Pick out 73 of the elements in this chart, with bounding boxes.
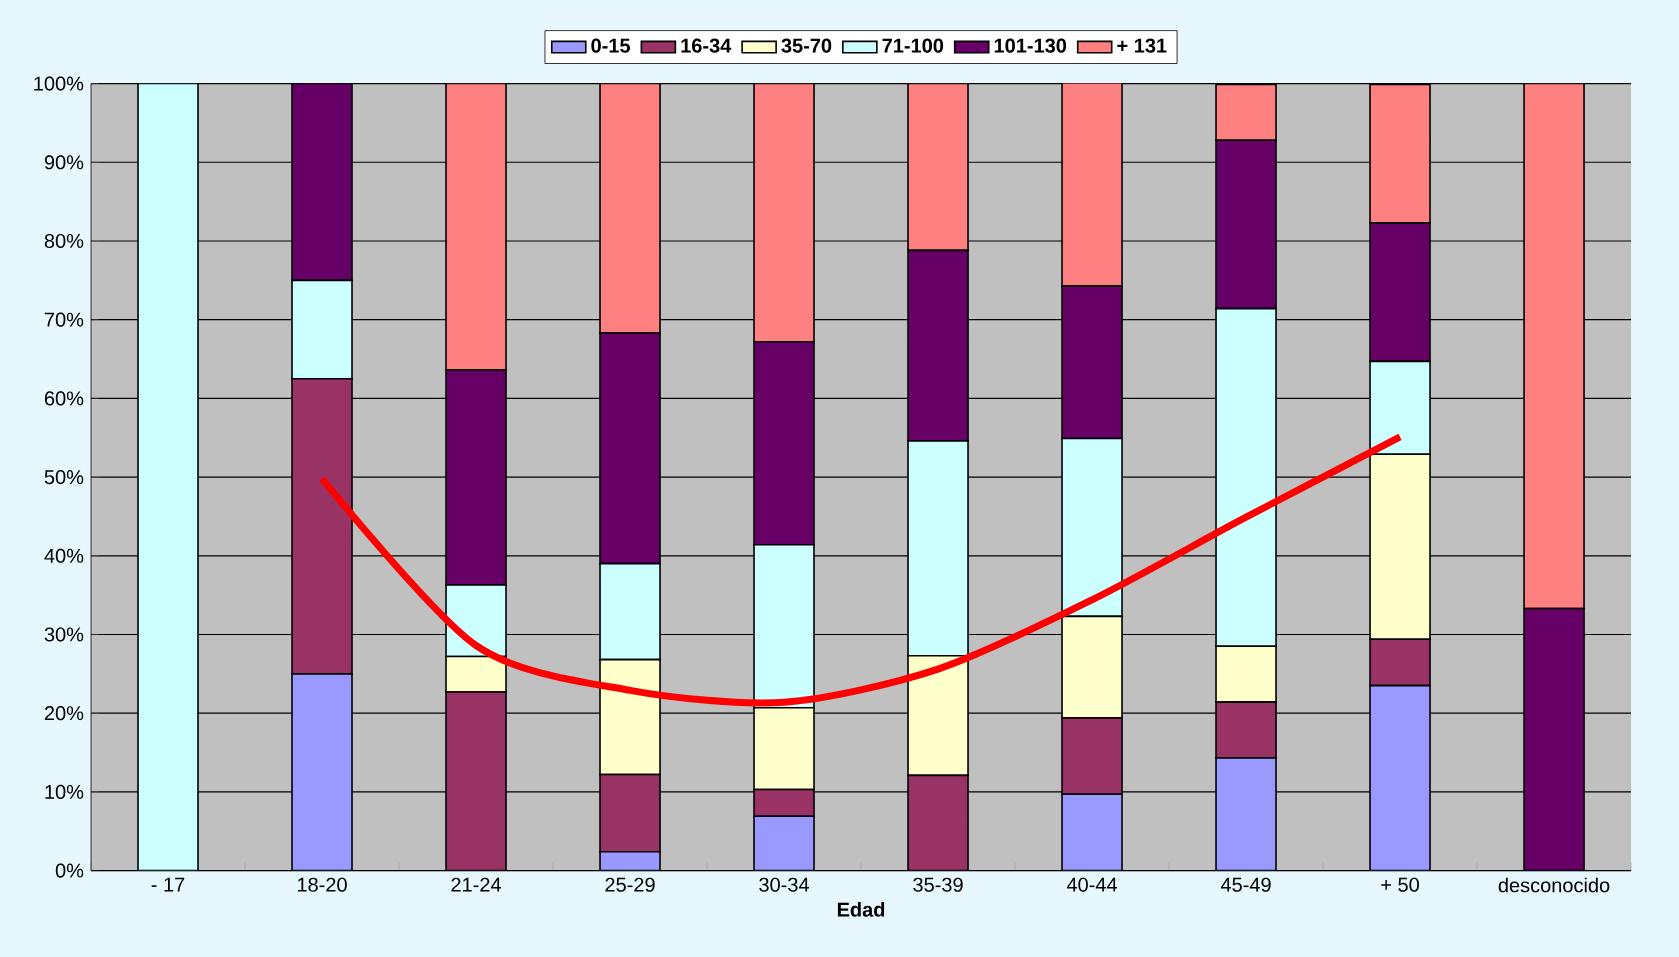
bar — [1369, 360, 1431, 456]
y-tick-label: 30% — [44, 627, 84, 642]
bar — [1061, 793, 1123, 871]
bar — [445, 691, 507, 871]
bar — [445, 655, 507, 693]
bar — [1061, 83, 1123, 287]
x-axis-title: Edad — [837, 902, 885, 917]
bar — [907, 774, 969, 871]
bar — [137, 83, 199, 871]
y-tick-label: 90% — [44, 155, 84, 170]
x-tick-label: 30-34 — [759, 877, 809, 892]
legend-label: 35-70 — [781, 38, 832, 53]
x-tick-label: - 17 — [151, 877, 185, 892]
bar — [1061, 717, 1123, 796]
x-tick-label: + 50 — [1381, 877, 1419, 892]
x-tick-label: desconocido — [1498, 877, 1610, 893]
bar — [1523, 607, 1585, 871]
bar — [1369, 684, 1431, 871]
y-tick-label: 60% — [44, 391, 84, 406]
bar — [907, 249, 969, 442]
bar — [907, 654, 969, 777]
legend-label: 0-15 — [591, 38, 631, 53]
bar — [599, 773, 661, 853]
bar — [1061, 285, 1123, 440]
bar — [1215, 757, 1277, 871]
x-tick-label: 21-24 — [451, 877, 501, 892]
y-tick-label: 0% — [55, 863, 84, 878]
x-tick-label: 40-44 — [1066, 877, 1117, 892]
bar — [291, 279, 353, 380]
y-tick-label: 70% — [44, 312, 84, 327]
bar — [753, 340, 815, 546]
legend-label: 16-34 — [681, 38, 732, 53]
bar — [291, 673, 353, 871]
bar — [599, 850, 661, 871]
bar — [1523, 83, 1585, 610]
bar — [599, 658, 661, 776]
bar — [445, 369, 507, 586]
y-tick-label: 40% — [44, 548, 84, 563]
bar — [753, 543, 815, 709]
bar — [1061, 437, 1123, 618]
bar — [753, 788, 815, 818]
y-tick-label: 20% — [44, 706, 84, 721]
bar — [1215, 83, 1277, 142]
bar — [291, 377, 353, 675]
bar — [1215, 701, 1277, 759]
bar — [1369, 222, 1431, 363]
bar — [753, 83, 815, 343]
x-tick-label: 25-29 — [605, 877, 655, 892]
bar — [907, 83, 969, 252]
bar — [1215, 645, 1277, 703]
x-tick-label: 45-49 — [1220, 877, 1271, 892]
legend-label: 71-100 — [882, 38, 944, 53]
bar — [753, 706, 815, 791]
y-tick-label: 80% — [44, 233, 84, 249]
bar — [907, 440, 969, 657]
bar — [1369, 83, 1431, 224]
bar — [1369, 638, 1431, 687]
bar — [291, 83, 353, 282]
bar — [1215, 307, 1277, 648]
legend-label: 101-130 — [994, 38, 1067, 53]
bar — [753, 815, 815, 871]
y-tick-label: 100% — [34, 76, 84, 91]
bar — [599, 83, 661, 334]
bar — [445, 83, 507, 371]
y-tick-label: 50% — [44, 470, 84, 485]
y-tick-label: 10% — [45, 784, 84, 799]
bar — [599, 332, 661, 565]
bar — [1061, 615, 1123, 719]
x-tick-label: 18-20 — [297, 877, 347, 892]
x-tick-label: 35-39 — [913, 877, 963, 892]
bar — [1215, 139, 1277, 310]
legend-label: + 131 — [1117, 38, 1167, 53]
bar — [599, 562, 661, 661]
